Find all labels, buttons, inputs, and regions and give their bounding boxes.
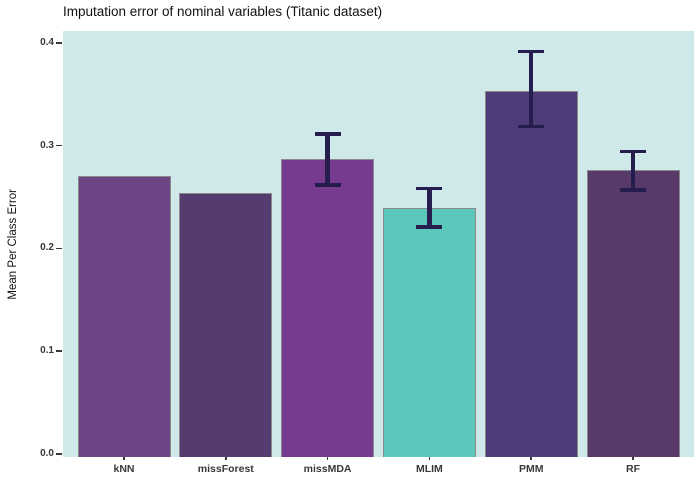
x-tick-mark [326,457,329,460]
error-bar-cap-bottom [416,225,443,229]
x-tick-mark [225,457,227,460]
error-bar-cap-top [518,49,545,54]
error-bar-cap-top [416,186,443,191]
error-bar-cap-top [314,132,341,136]
y-tick-mark [56,350,62,352]
x-tick-label: PMM [518,463,544,475]
y-tick-label: 0.3 [40,139,54,151]
error-bar-stem [325,132,330,187]
y-tick-mark [56,144,62,147]
x-tick-label: missMDA [303,463,352,475]
x-tick-label: kNN [113,463,135,475]
error-bar-cap-bottom [518,124,545,129]
bar-MLIM [382,208,476,457]
y-tick-mark [56,42,62,44]
plot-panel [63,31,694,457]
x-tick-label: MLIM [415,463,443,475]
x-tick-mark [123,457,125,460]
y-tick-mark [56,453,62,455]
x-tick-label: missForest [197,463,254,475]
error-bar-stem [528,49,534,129]
x-tick-mark [530,457,532,460]
x-tick-mark [428,457,431,460]
y-tick-label: 0.2 [40,242,54,254]
error-bar-stem [630,149,636,192]
bar-kNN [77,176,171,457]
x-tick-mark [632,457,634,460]
y-tick-label: 0.4 [40,36,54,48]
y-tick-mark [56,247,62,250]
error-bar-cap-top [620,149,646,154]
error-bar-cap-bottom [620,188,646,192]
y-axis-title-wrap: Mean Per Class Error [2,0,24,494]
error-bar-stem [427,186,432,229]
y-axis-title: Mean Per Class Error [7,188,19,300]
bar-missForest [179,192,273,457]
x-tick-label: RF [626,463,640,475]
bar-RF [586,170,680,457]
bar-missMDA [281,158,375,457]
y-tick-label: 0.0 [40,448,54,459]
y-tick-label: 0.1 [40,345,54,357]
chart-title: Imputation error of nominal variables (T… [63,4,383,19]
error-bar-cap-bottom [314,183,341,187]
bar-PMM [484,91,578,457]
